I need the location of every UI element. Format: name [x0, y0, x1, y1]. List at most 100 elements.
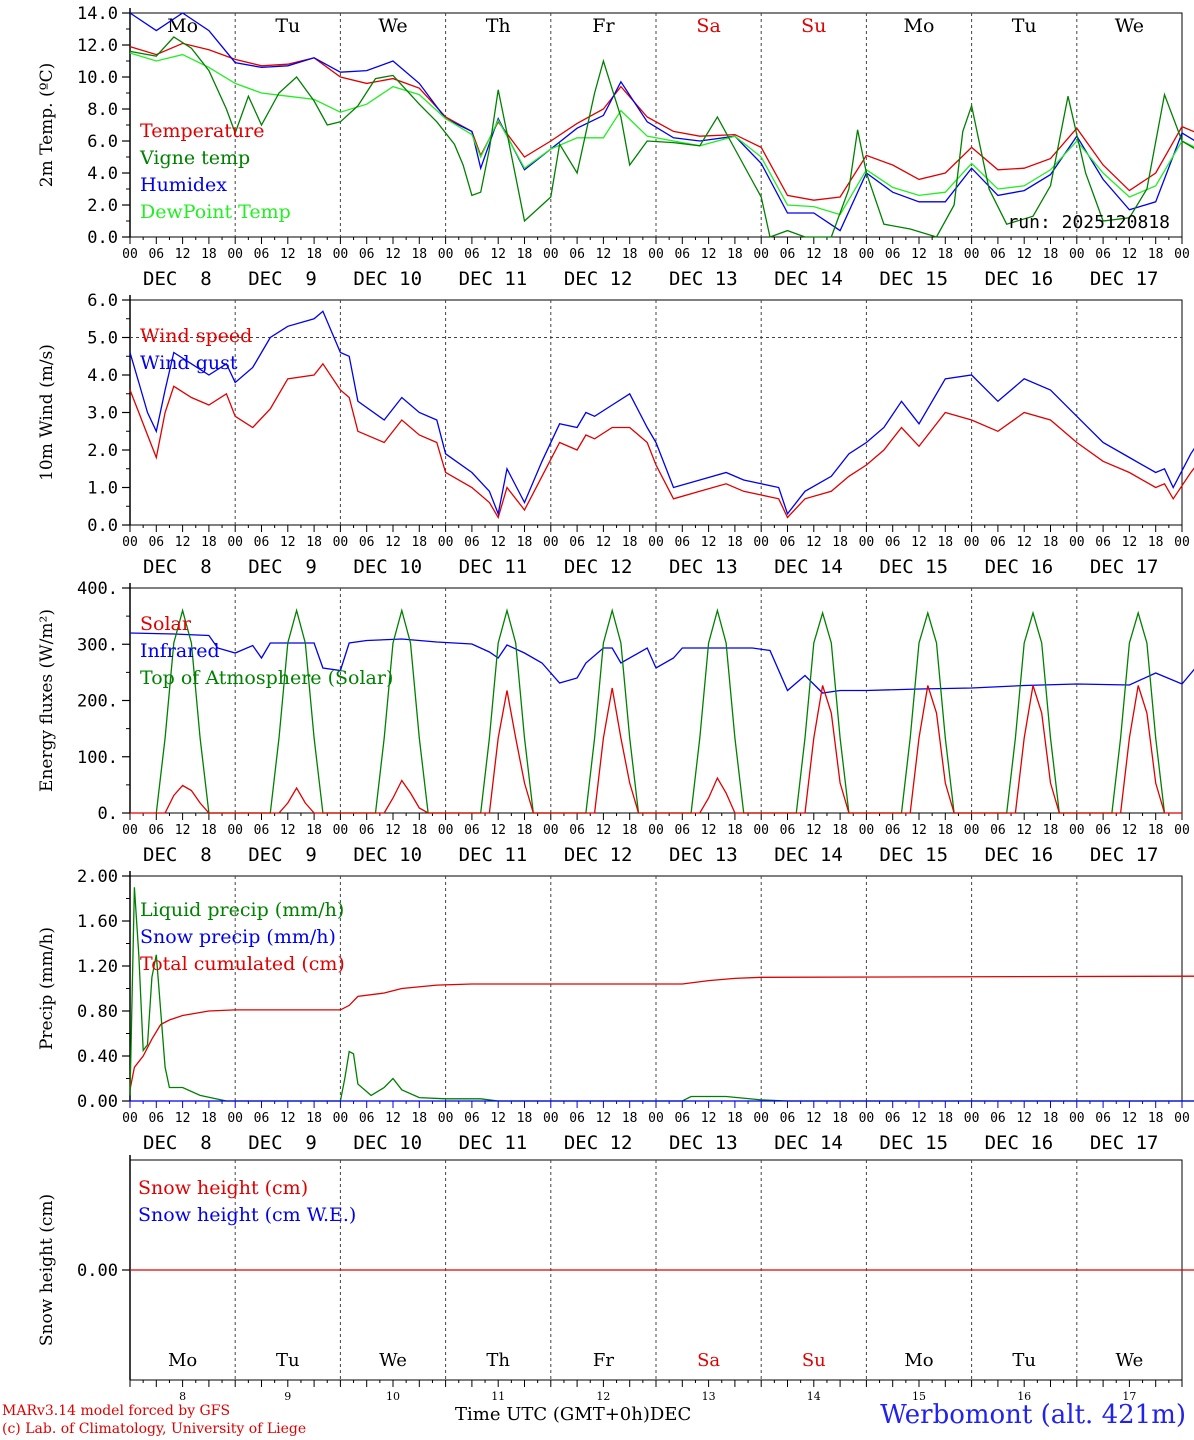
x-hour-label: 18	[1148, 247, 1164, 262]
weekday-label: Tu	[1012, 15, 1037, 37]
x-hour-label: 18	[1148, 535, 1164, 550]
legend-entry: Humidex	[140, 174, 227, 196]
legend-entry: Snow height (cm W.E.)	[138, 1204, 356, 1226]
legend-entry: Wind gust	[140, 352, 238, 374]
x-date-label: DEC 16	[985, 844, 1054, 866]
x-date-label: DEC 11	[459, 1132, 528, 1154]
y-tick-label: 2.0	[87, 441, 118, 461]
x-hour-label: 12	[701, 823, 717, 838]
x-hour-label: 06	[464, 823, 480, 838]
x-hour-label: 00	[122, 1111, 138, 1126]
y-tick-label: 6.0	[87, 291, 118, 311]
x-hour-label: 06	[464, 1111, 480, 1126]
x-hour-label: 00	[333, 247, 349, 262]
y-tick-label: 12.0	[77, 36, 118, 56]
x-hour-label: 12	[175, 823, 191, 838]
x-date-label: DEC 16	[985, 1132, 1054, 1154]
x-hour-label: 12	[596, 535, 612, 550]
series-line	[129, 310, 1194, 517]
x-hour-label: 18	[622, 1111, 638, 1126]
x-hour-label: 18	[727, 535, 743, 550]
y-tick-label: 0.0	[87, 516, 118, 536]
x-hour-label: 06	[1095, 1111, 1111, 1126]
x-date-label: DEC 12	[564, 844, 633, 866]
x-hour-label: 06	[990, 535, 1006, 550]
x-hour-label: 12	[280, 823, 296, 838]
x-hour-label: 06	[359, 1111, 375, 1126]
x-hour-label: 00	[438, 247, 454, 262]
weekday-label: Su	[801, 15, 826, 37]
x-hour-label: 00	[543, 1111, 559, 1126]
x-date-label: DEC 13	[669, 268, 738, 290]
x-hour-label: 06	[254, 535, 270, 550]
y-axis-label: Energy fluxes (W/m²)	[37, 609, 57, 792]
x-hour-label: 00	[227, 823, 243, 838]
y-tick-label: 0.0	[87, 228, 118, 248]
x-date-label: DEC 14	[774, 844, 843, 866]
day-number-label: 11	[491, 1390, 505, 1403]
x-hour-label: 00	[859, 1111, 875, 1126]
y-tick-label: 0.	[98, 804, 118, 824]
legend-entry: Top of Atmosphere (Solar)	[140, 667, 393, 689]
x-hour-label: 12	[806, 823, 822, 838]
y-tick-label: 300.	[77, 635, 118, 655]
x-hour-label: 00	[122, 247, 138, 262]
day-number-label: 12	[596, 1390, 610, 1403]
day-number-label: 17	[1122, 1390, 1136, 1403]
x-hour-label: 06	[885, 247, 901, 262]
weekday-label: Sa	[697, 1350, 720, 1371]
y-tick-label: 100.	[77, 748, 118, 768]
x-date-label: DEC 12	[564, 556, 633, 578]
x-hour-label: 12	[385, 535, 401, 550]
y-tick-label: 2.00	[77, 867, 118, 887]
x-hour-label: 00	[753, 1111, 769, 1126]
x-hour-label: 12	[806, 535, 822, 550]
time-axis-label: Time UTC (GMT+0h)	[455, 1404, 650, 1425]
x-hour-label: 18	[201, 535, 217, 550]
x-hour-label: 06	[780, 247, 796, 262]
x-hour-label: 06	[359, 247, 375, 262]
x-hour-label: 12	[385, 247, 401, 262]
x-hour-label: 18	[517, 823, 533, 838]
x-hour-label: 06	[148, 247, 164, 262]
x-hour-label: 06	[1095, 535, 1111, 550]
weekday-label: Fr	[592, 15, 615, 37]
series-line	[129, 36, 1194, 238]
x-hour-label: 12	[911, 823, 927, 838]
y-tick-label: 1.60	[77, 912, 118, 932]
x-hour-label: 12	[490, 1111, 506, 1126]
y-tick-label: 0.80	[77, 1002, 118, 1022]
x-hour-label: 18	[727, 1111, 743, 1126]
weekday-label: Sa	[696, 15, 720, 37]
x-hour-label: 18	[1043, 535, 1059, 550]
x-date-label: DEC 11	[459, 844, 528, 866]
x-date-label: DEC 17	[1090, 844, 1159, 866]
x-hour-label: 00	[122, 535, 138, 550]
legend-entry: Snow precip (mm/h)	[140, 926, 336, 948]
x-date-label: DEC 8	[143, 556, 212, 578]
x-hour-label: 06	[990, 1111, 1006, 1126]
x-hour-label: 12	[490, 535, 506, 550]
x-hour-label: 06	[674, 535, 690, 550]
x-hour-label: 12	[701, 535, 717, 550]
x-hour-label: 18	[1148, 1111, 1164, 1126]
legend-entry: Total cumulated (cm)	[140, 953, 345, 975]
x-date-label: DEC 13	[669, 844, 738, 866]
x-date-label: DEC 15	[879, 268, 948, 290]
weekday-label: Th	[486, 15, 511, 37]
month-label: DEC	[649, 1404, 692, 1425]
x-date-label: DEC 8	[143, 1132, 212, 1154]
x-hour-label: 18	[1043, 823, 1059, 838]
x-date-label: DEC 14	[774, 1132, 843, 1154]
x-date-label: DEC 10	[353, 556, 422, 578]
series-line	[129, 42, 1194, 201]
x-hour-label: 06	[464, 247, 480, 262]
weekday-label: Mo	[904, 15, 935, 37]
x-hour-label: 12	[1122, 823, 1138, 838]
x-date-label: DEC 16	[985, 556, 1054, 578]
x-hour-label: 12	[1016, 535, 1032, 550]
x-hour-label: 00	[333, 535, 349, 550]
x-hour-label: 18	[937, 1111, 953, 1126]
y-tick-label: 1.20	[77, 957, 118, 977]
x-hour-label: 12	[1122, 1111, 1138, 1126]
